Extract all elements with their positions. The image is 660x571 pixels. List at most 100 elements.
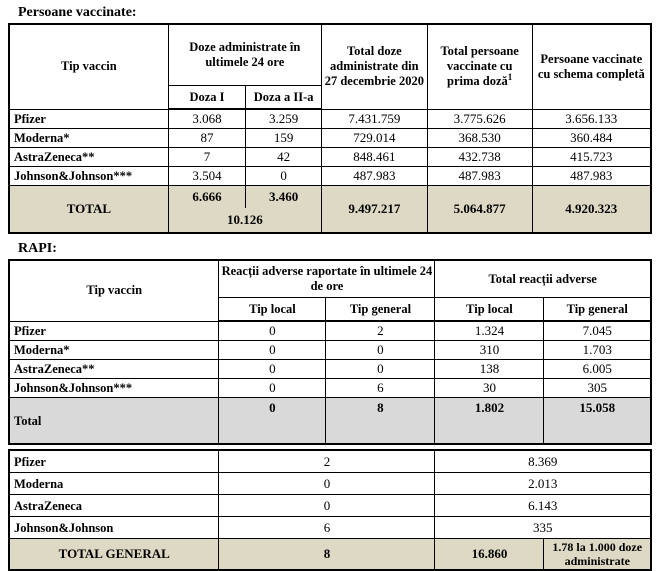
col-header-doze-24h: Doze administrate în ultimele 24 ore — [167, 23, 322, 86]
table-row-pfizer: Pfizer 3.068 3.259 7.431.759 3.775.626 3… — [8, 108, 652, 129]
cell-doza1: 7 — [167, 147, 247, 167]
cell-general-total: 7.045 — [543, 320, 652, 341]
total-combined-doses: 10.126 — [167, 208, 322, 234]
cell-total-doze: 487.983 — [320, 166, 428, 186]
table-row-johnson: Johnson&Johnson*** 3.504 0 487.983 487.9… — [8, 166, 652, 186]
summary-row-johnson: Johnson&Johnson 6 335 — [8, 516, 652, 539]
total-label: TOTAL — [8, 185, 169, 234]
rapi-row-johnson: Johnson&Johnson*** 0 6 30 305 — [8, 378, 652, 398]
cell-local-24h: 0 — [218, 340, 327, 360]
rapi-summary-table: Pfizer 2 8.369 Moderna 0 2.013 AstraZene… — [8, 449, 652, 571]
footnote-marker: 1 — [507, 72, 513, 83]
cell-total: 2.013 — [434, 472, 652, 495]
vaccine-name: Moderna* — [8, 340, 220, 360]
total-doza2: 3.460 — [245, 185, 322, 208]
cell-general-total: 305 — [543, 378, 652, 398]
vaccine-name: AstraZeneca** — [8, 359, 220, 379]
vaccine-name: Moderna — [8, 472, 220, 495]
rapi-header-row: Tip vaccin Reacții adverse raportate în … — [8, 259, 652, 322]
vaccine-name: AstraZeneca — [8, 494, 220, 517]
cell-general-24h: 0 — [325, 359, 436, 379]
total-schema: 4.920.323 — [531, 185, 652, 234]
cell-local-total: 1.324 — [434, 320, 545, 341]
cell-local-24h: 0 — [218, 359, 327, 379]
rapi-total-row: Total 0 8 1.802 15.058 — [8, 397, 652, 445]
section-title-persoane-vaccinate: Persoane vaccinate: — [18, 5, 137, 20]
summary-row-moderna: Moderna 0 2.013 — [8, 472, 652, 495]
cell-doza2: 159 — [245, 128, 322, 148]
col-header-doza-2: Doza a II-a — [245, 85, 322, 110]
cell-schema: 360.484 — [531, 128, 652, 148]
cell-local-24h: 0 — [218, 378, 327, 398]
cell-schema: 487.983 — [531, 166, 652, 186]
cell-prima-doza: 432.738 — [426, 147, 533, 167]
table-header-row: Tip vaccin Doze administrate în ultimele… — [8, 23, 652, 110]
cell-prima-doza: 3.775.626 — [426, 108, 533, 129]
rapi-table: Tip vaccin Reacții adverse raportate în … — [8, 259, 652, 445]
cell-doza2: 42 — [245, 147, 322, 167]
cell-last-24h: 0 — [218, 472, 436, 495]
rapi-subheader-row: Tip local Tip general Tip local Tip gene… — [9, 297, 652, 322]
col-header-tip-local-24h: Tip local — [218, 297, 327, 322]
cell-local-total: 310 — [434, 340, 545, 360]
col-header-tip-general-total: Tip general — [543, 297, 652, 322]
total-doza1: 6.666 — [167, 185, 247, 208]
col-header-reactii-24h: Reacții adverse raportate în ultimele 24… — [218, 259, 436, 298]
col-header-prima-doza: Total persoane vaccinate cu prima doză1 — [426, 23, 533, 110]
cell-local-24h: 0 — [218, 320, 327, 341]
cell-general-24h: 6 — [325, 378, 436, 398]
vaccine-name: Johnson&Johnson*** — [8, 378, 220, 398]
cell-doza1: 87 — [167, 128, 247, 148]
summary-row-pfizer: Pfizer 2 8.369 — [8, 449, 652, 473]
total-label: Total — [8, 397, 220, 445]
total-general-reactions: 16.860 — [434, 538, 545, 571]
cell-doza1: 3.504 — [167, 166, 247, 186]
col-header-schema-completa: Persoane vaccinate cu schema completă — [531, 23, 652, 110]
cell-general-total: 6.005 — [543, 359, 652, 379]
cell-prima-doza: 487.983 — [426, 166, 533, 186]
col-header-total-reactii: Total reacții adverse — [434, 259, 652, 298]
vaccine-name: AstraZeneca** — [8, 147, 169, 167]
table-row-moderna: Moderna* 87 159 729.014 368.530 360.484 — [8, 128, 652, 148]
total-local-24h: 0 — [218, 397, 327, 445]
total-local-total: 1.802 — [434, 397, 545, 445]
total-general-row: TOTAL GENERAL 8 16.860 1.78 la 1.000 doz… — [8, 538, 652, 571]
table-subheader-row: Doza I Doza a II-a — [9, 85, 651, 110]
table-total-row: TOTAL 6.666 3.460 9.497.217 5.064.877 4.… — [8, 185, 652, 234]
total-general-24h: 8 — [325, 397, 436, 445]
cell-schema: 3.656.133 — [531, 108, 652, 129]
vaccine-name: Johnson&Johnson — [8, 516, 220, 539]
total-general-total: 15.058 — [543, 397, 652, 445]
col-header-tip-local-total: Tip local — [434, 297, 545, 322]
vaccinated-table: Tip vaccin Doze administrate în ultimele… — [8, 23, 652, 234]
cell-doza2: 0 — [245, 166, 322, 186]
cell-total: 8.369 — [434, 449, 652, 473]
cell-general-total: 1.703 — [543, 340, 652, 360]
cell-last-24h: 0 — [218, 494, 436, 517]
total-prima-doza: 5.064.877 — [426, 185, 533, 234]
cell-local-total: 138 — [434, 359, 545, 379]
cell-general-24h: 0 — [325, 340, 436, 360]
cell-prima-doza: 368.530 — [426, 128, 533, 148]
summary-row-astrazeneca: AstraZeneca 0 6.143 — [8, 494, 652, 517]
col-header-tip-vaccin: Tip vaccin — [8, 23, 169, 110]
col-header-tip-general-24h: Tip general — [325, 297, 436, 322]
cell-total-doze: 7.431.759 — [320, 108, 428, 129]
rapi-row-pfizer: Pfizer 0 2 1.324 7.045 — [8, 320, 652, 341]
col-header-tip-vaccin: Tip vaccin — [8, 259, 220, 322]
cell-doza1: 3.068 — [167, 108, 247, 129]
cell-general-24h: 2 — [325, 320, 436, 341]
cell-total: 335 — [434, 516, 652, 539]
cell-total: 6.143 — [434, 494, 652, 517]
col-header-prima-doza-label: Total persoane vaccinate cu prima doză — [440, 44, 519, 89]
col-header-total-doze: Total doze administrate din 27 decembrie… — [320, 23, 428, 110]
rapi-row-astrazeneca: AstraZeneca** 0 0 138 6.005 — [8, 359, 652, 379]
cell-last-24h: 2 — [218, 449, 436, 473]
cell-local-total: 30 — [434, 378, 545, 398]
vaccine-name: Pfizer — [8, 320, 220, 341]
vaccine-name: Pfizer — [8, 449, 220, 473]
table-row-astrazeneca: AstraZeneca** 7 42 848.461 432.738 415.7… — [8, 147, 652, 167]
total-general-label: TOTAL GENERAL — [8, 538, 220, 571]
table-total-combined-row: 10.126 — [9, 208, 651, 234]
